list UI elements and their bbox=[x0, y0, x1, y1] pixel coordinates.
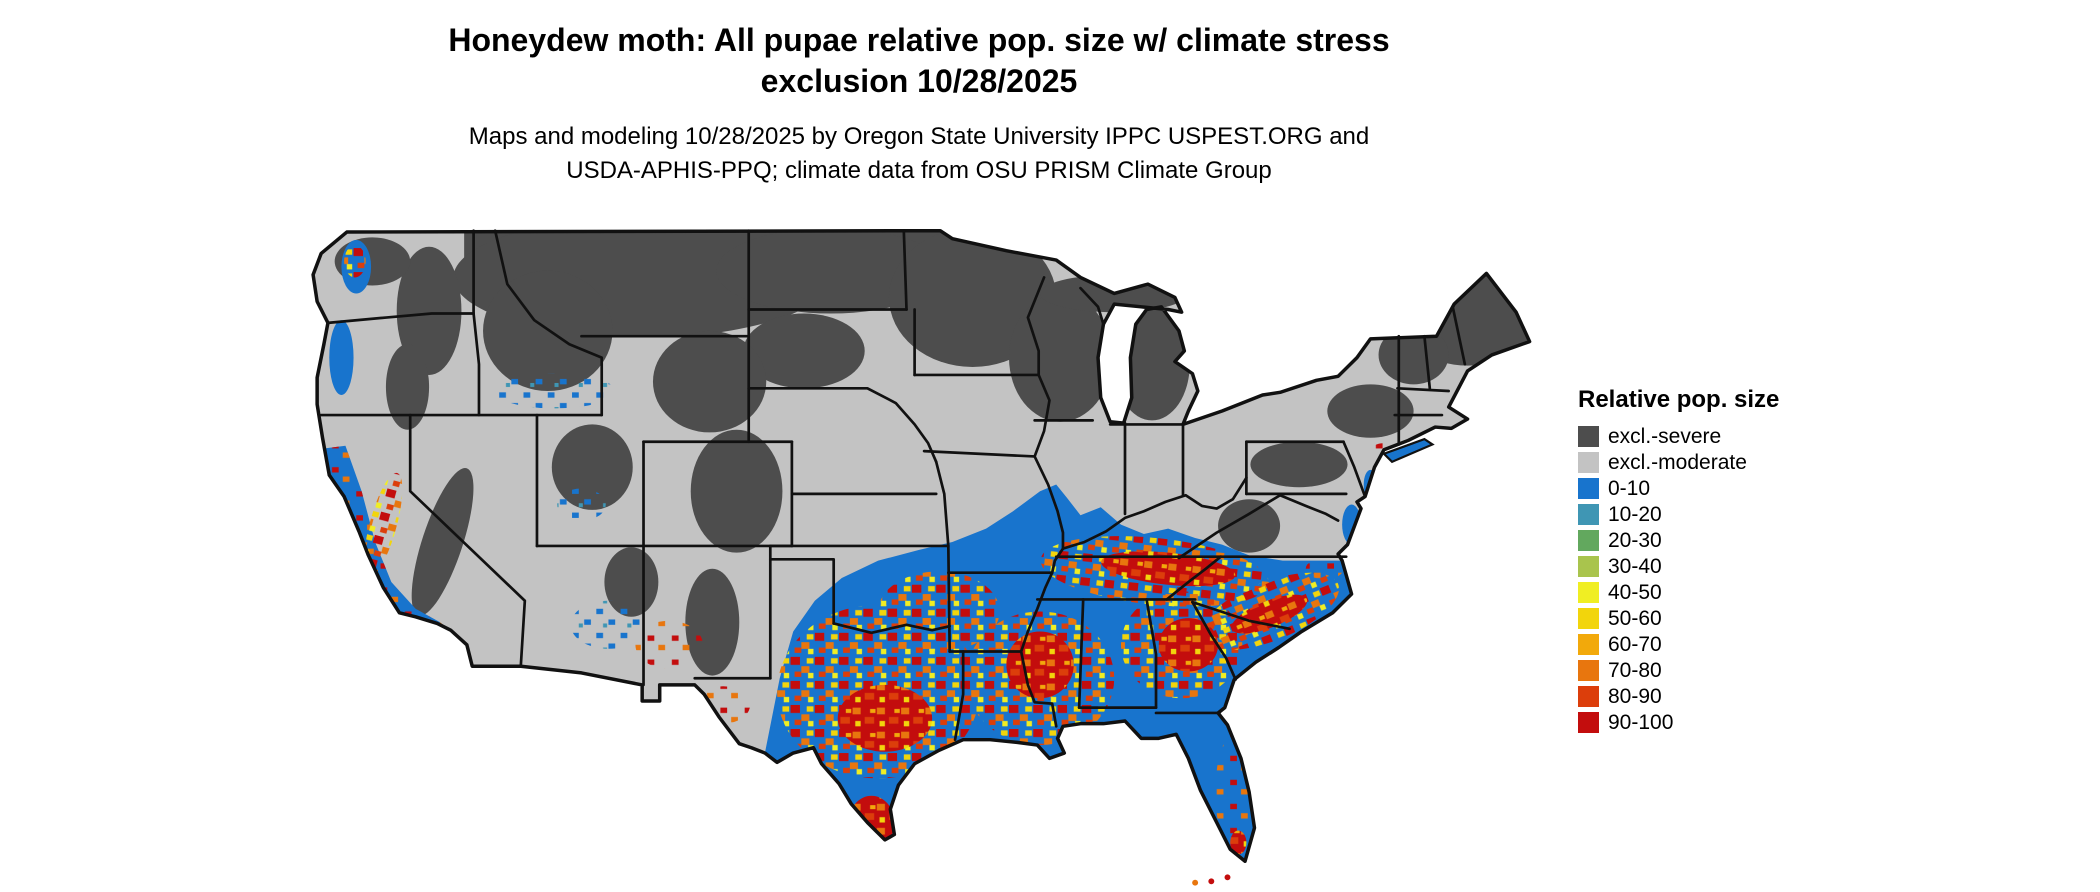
legend-swatch bbox=[1578, 686, 1599, 707]
legend-item-30-40: 30-40 bbox=[1578, 554, 1878, 579]
legend-label: 90-100 bbox=[1608, 710, 1674, 734]
legend-item-excl.-moderate: excl.-moderate bbox=[1578, 450, 1878, 475]
title-block: Honeydew moth: All pupae relative pop. s… bbox=[305, 20, 1533, 188]
legend-title: Relative pop. size bbox=[1578, 386, 1780, 413]
legend-swatch bbox=[1578, 452, 1599, 473]
legend-label: 10-20 bbox=[1608, 502, 1662, 526]
legend-item-80-90: 80-90 bbox=[1578, 684, 1878, 709]
legend-item-excl.-severe: excl.-severe bbox=[1578, 424, 1878, 449]
legend-swatch bbox=[1578, 712, 1599, 733]
map-region-high-population bbox=[323, 245, 1398, 855]
subtitle-line1: Maps and modeling 10/28/2025 by Oregon S… bbox=[468, 123, 1370, 150]
page-title-line2: exclusion 10/28/2025 bbox=[760, 63, 1078, 99]
legend-swatch bbox=[1578, 634, 1599, 655]
map-legend: Relative pop. size excl.-severe excl.-mod… bbox=[1578, 386, 1878, 736]
legend-swatch bbox=[1578, 504, 1599, 525]
legend-swatch bbox=[1578, 530, 1599, 551]
legend-rows: excl.-severe excl.-moderate 0-10 10-20 20-30… bbox=[1578, 424, 1878, 735]
legend-swatch bbox=[1578, 582, 1599, 603]
legend-item-40-50: 40-50 bbox=[1578, 580, 1878, 605]
long-island bbox=[1381, 437, 1435, 464]
legend-label: 70-80 bbox=[1608, 658, 1662, 682]
legend-item-90-100: 90-100 bbox=[1578, 710, 1878, 735]
legend-label: 0-10 bbox=[1608, 476, 1651, 500]
us-map bbox=[305, 224, 1535, 892]
legend-swatch bbox=[1578, 608, 1599, 629]
legend-label: excl.-severe bbox=[1608, 424, 1722, 448]
legend-swatch bbox=[1578, 556, 1599, 577]
legend-label: excl.-moderate bbox=[1608, 450, 1747, 474]
florida-keys-specks bbox=[1192, 874, 1231, 886]
legend-label: 20-30 bbox=[1608, 528, 1662, 552]
subtitle-line2: USDA-APHIS-PPQ; climate data from OSU PR… bbox=[566, 157, 1272, 184]
us-map-svg bbox=[311, 228, 1532, 886]
legend-label: 40-50 bbox=[1608, 580, 1662, 604]
page-title-line1: Honeydew moth: All pupae relative pop. s… bbox=[448, 22, 1390, 58]
legend-label: 30-40 bbox=[1608, 554, 1662, 578]
legend-swatch bbox=[1578, 426, 1599, 447]
legend-swatch bbox=[1578, 478, 1599, 499]
legend-item-50-60: 50-60 bbox=[1578, 606, 1878, 631]
legend-item-70-80: 70-80 bbox=[1578, 658, 1878, 683]
legend-item-20-30: 20-30 bbox=[1578, 528, 1878, 553]
legend-swatch bbox=[1578, 660, 1599, 681]
legend-item-60-70: 60-70 bbox=[1578, 632, 1878, 657]
state-borders bbox=[319, 229, 1467, 742]
subtitle-block: Maps and modeling 10/28/2025 by Oregon S… bbox=[305, 120, 1533, 188]
legend-item-0-10: 0-10 bbox=[1578, 476, 1878, 501]
legend-label: 60-70 bbox=[1608, 632, 1662, 656]
legend-label: 50-60 bbox=[1608, 606, 1662, 630]
legend-label: 80-90 bbox=[1608, 684, 1662, 708]
legend-item-10-20: 10-20 bbox=[1578, 502, 1878, 527]
